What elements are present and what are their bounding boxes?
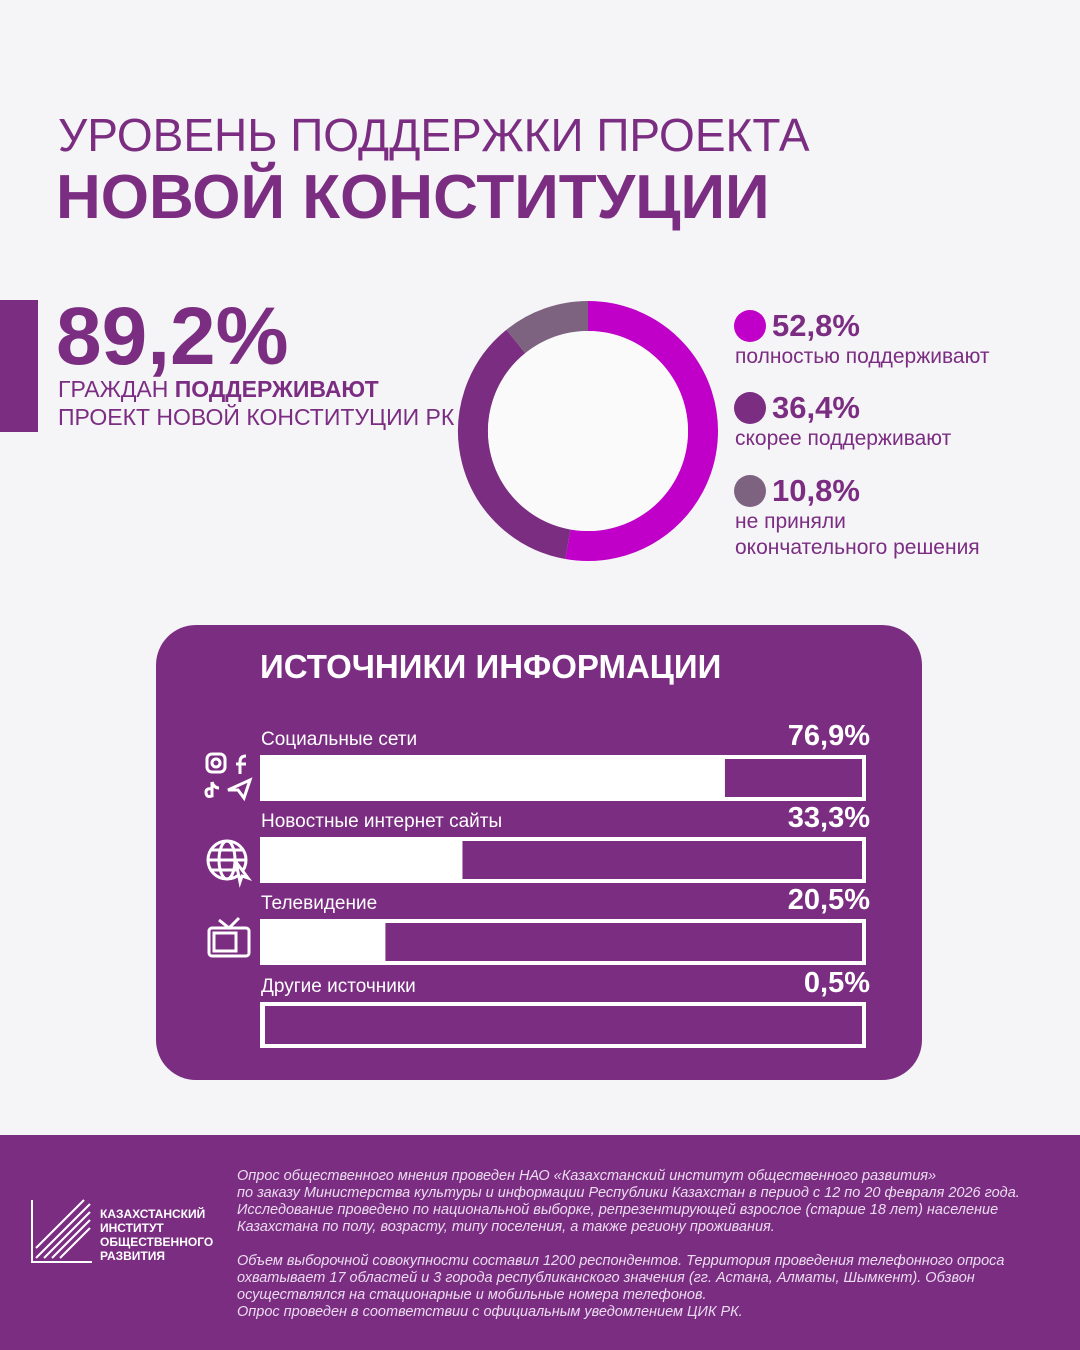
footer-line: охватывает 17 областей и 3 города респуб… <box>237 1270 975 1286</box>
legend-value: 10,8% <box>772 473 860 508</box>
highlight-text-bold: ПОДДЕРЖИВАЮТ <box>174 376 379 402</box>
bar <box>262 839 463 881</box>
donut-segment <box>458 329 571 559</box>
footer-line: осуществлялся на стационарные и мобильны… <box>237 1287 707 1303</box>
donut-segment <box>565 301 718 561</box>
bar-value: 76,9% <box>788 720 870 752</box>
logo-line: ИНСТИТУТ <box>100 1221 164 1235</box>
bar-frame <box>260 1002 866 1048</box>
logo-line: ОБЩЕСТВЕННОГО <box>100 1235 214 1249</box>
highlight-text: ГРАЖДАН ПОДДЕРЖИВАЮТ <box>58 376 379 403</box>
legend-swatch <box>734 475 766 507</box>
sources-title: ИСТОЧНИКИ ИНФОРМАЦИИ <box>260 648 722 685</box>
legend-swatch <box>734 310 766 342</box>
icons <box>204 752 253 958</box>
accent-bar <box>0 300 38 432</box>
footer-line: Опрос общественного мнения проведен НАО … <box>237 1168 937 1184</box>
logo-line: КАЗАХСТАНСКИЙ <box>100 1207 206 1221</box>
footer-band <box>0 1135 1080 1350</box>
logo-icon <box>31 1199 92 1263</box>
bar-value: 20,5% <box>788 884 870 916</box>
legend-label: не приняли окончательного решения <box>735 510 980 559</box>
bar-label: Новостные интернет сайты <box>261 811 502 832</box>
legend-value: 36,4% <box>772 390 860 425</box>
footer-line: Объем выборочной совокупности составил 1… <box>237 1253 1005 1269</box>
bar <box>262 1004 266 1046</box>
legend-label: полностью поддерживают <box>735 345 990 368</box>
footer-line: Опрос проведен в соответствии с официаль… <box>237 1304 743 1320</box>
bar <box>262 757 725 799</box>
bar-value: 0,5% <box>804 967 870 999</box>
footer-line: Казахстана по полу, возрасту, типу посел… <box>237 1219 775 1235</box>
title-line1: УРОВЕНЬ ПОДДЕРЖКИ ПРОЕКТА <box>58 109 810 161</box>
logo-line: РАЗВИТИЯ <box>100 1249 166 1263</box>
highlight-value: 89,2% <box>56 291 289 382</box>
donut-hole <box>488 331 688 531</box>
legend-value: 52,8% <box>772 308 860 343</box>
bar-label: Телевидение <box>261 893 377 914</box>
title-line2: НОВОЙ КОНСТИТУЦИИ <box>56 163 770 232</box>
bar-label: Другие источники <box>261 976 416 997</box>
highlight-text-line2: ПРОЕКТ НОВОЙ КОНСТИТУЦИИ РК <box>58 404 455 430</box>
legend-swatch <box>734 392 766 424</box>
logo-text: КАЗАХСТАНСКИЙ ИНСТИТУТ ОБЩЕСТВЕННОГО РАЗВИТ… <box>100 1207 213 1263</box>
donut-segment <box>506 301 589 354</box>
footer-line: Исследование проведено по национальной в… <box>237 1202 999 1218</box>
bar-label: Социальные сети <box>261 729 417 750</box>
bar <box>262 921 386 963</box>
bar-value: 33,3% <box>788 802 870 834</box>
legend-label: скорее поддерживают <box>735 427 952 450</box>
highlight-text-part: ГРАЖДАН <box>58 376 175 402</box>
footer-text: Опрос общественного мнения проведен НАО … <box>237 1168 1020 1321</box>
footer-line: по заказу Министерства культуры и информ… <box>237 1185 1020 1201</box>
